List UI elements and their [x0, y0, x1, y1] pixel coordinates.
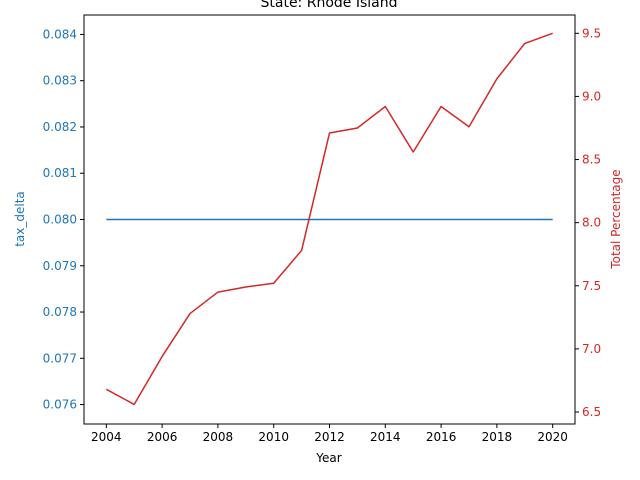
- x-tick-label: 2008: [203, 430, 234, 444]
- y-left-tick-label: 0.083: [43, 74, 77, 88]
- y-right-tick-label: 7.0: [582, 342, 601, 356]
- y-left-tick-label: 0.079: [43, 259, 77, 273]
- y-left-tick-label: 0.076: [43, 398, 77, 412]
- y-left-tick-label: 0.077: [43, 351, 77, 365]
- x-axis-label: Year: [315, 451, 341, 465]
- series-layer: [105, 32, 553, 406]
- x-tick-label: 2016: [426, 430, 457, 444]
- y-left-tick-label: 0.084: [43, 27, 77, 41]
- y-left-tick-label: 0.081: [43, 166, 77, 180]
- y-right-tick-label: 6.5: [582, 405, 601, 419]
- y-left-tick-label: 0.082: [43, 120, 77, 134]
- y-left-tick-label: 0.080: [43, 213, 77, 227]
- series-line-right: [105, 32, 553, 406]
- y-axis-label-left: tax_delta: [13, 191, 27, 247]
- y-right-tick-label: 8.0: [582, 216, 601, 230]
- chart-title: State: Rhode Island: [261, 0, 398, 11]
- y-right-tick-label: 7.5: [582, 279, 601, 293]
- y-right-tick-label: 9.0: [582, 89, 601, 103]
- x-tick-label: 2014: [370, 430, 401, 444]
- y-right-tick-label: 8.5: [582, 153, 601, 167]
- y-left-tick-label: 0.078: [43, 305, 77, 319]
- x-tick-label: 2020: [537, 430, 568, 444]
- y-right-tick-label: 9.5: [582, 26, 601, 40]
- x-axis: 2004 2006 2008 2010 2012 2014 2016 2018 2020: [91, 424, 568, 444]
- x-tick-label: 2012: [314, 430, 345, 444]
- y-axis-right: 6.5 7.0 7.5 8.0 8.5 9.0 9.5: [575, 26, 601, 419]
- y-axis-left: 0.076 0.077 0.078 0.079 0.080 0.081 0.082 0.083…: [43, 27, 84, 412]
- x-tick-label: 2006: [147, 430, 178, 444]
- x-tick-label: 2004: [91, 430, 122, 444]
- x-tick-label: 2018: [482, 430, 513, 444]
- y-axis-label-right: Total Percentage: [609, 169, 623, 269]
- x-tick-label: 2010: [258, 430, 289, 444]
